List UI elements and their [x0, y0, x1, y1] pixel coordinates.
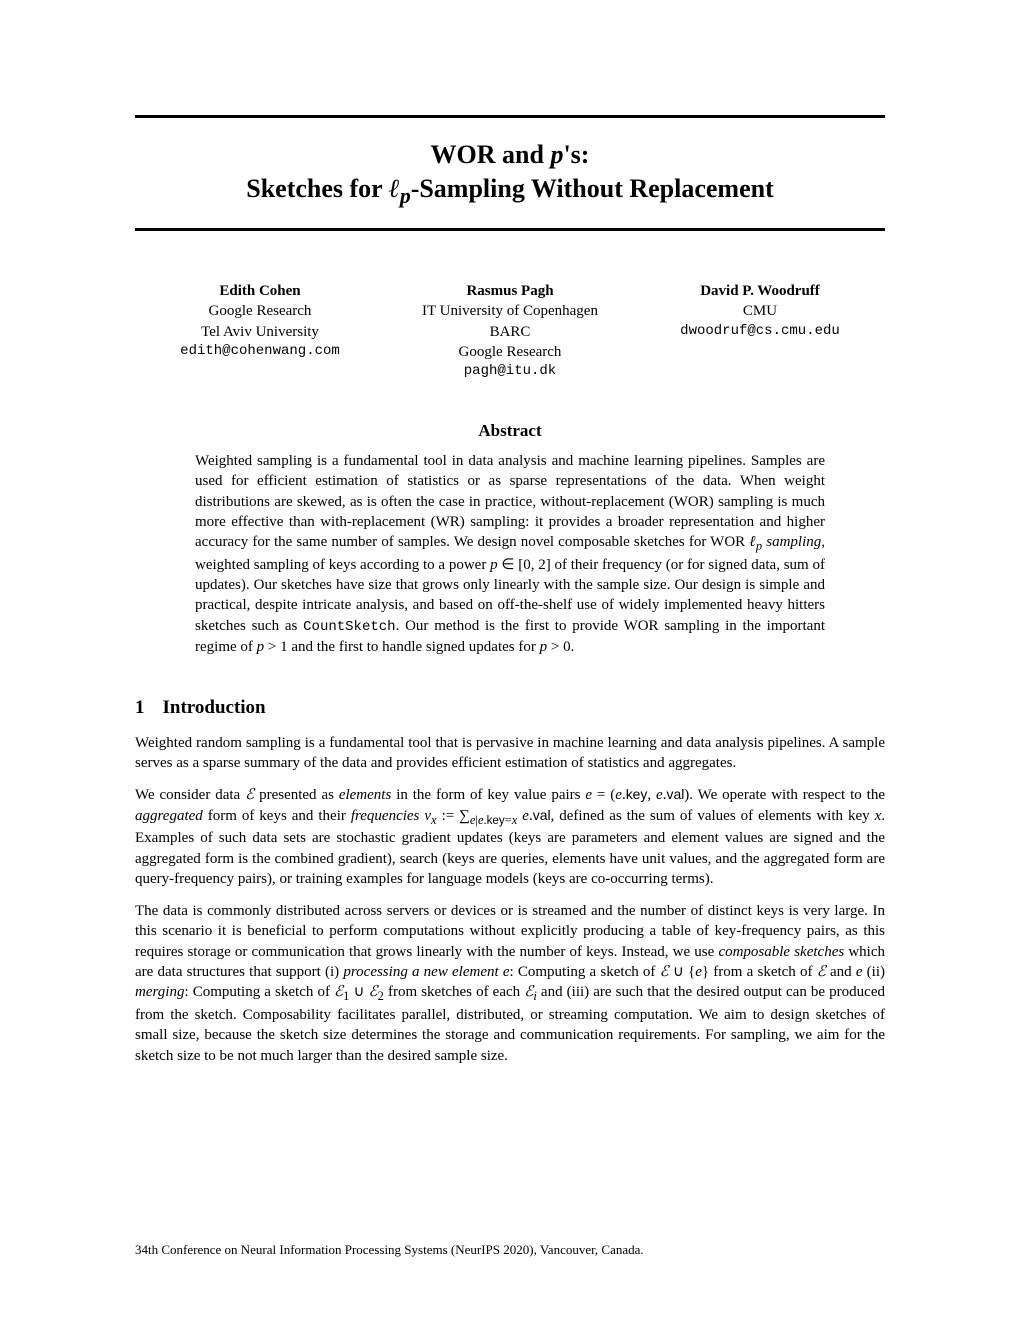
author-email: edith@cohenwang.com [135, 342, 385, 361]
title-block: WOR and p's: Sketches for ℓp-Sampling Wi… [135, 118, 885, 228]
author-col-2: David P. Woodruff CMU dwoodruf@cs.cmu.ed… [635, 281, 885, 381]
body-paragraph: We consider data ℰ presented as elements… [135, 785, 885, 889]
rule-bottom [135, 228, 885, 231]
body-paragraph: Weighted random sampling is a fundamenta… [135, 733, 885, 774]
section-number: 1 [135, 697, 145, 719]
author-email: pagh@itu.dk [385, 362, 635, 381]
author-col-0: Edith Cohen Google Research Tel Aviv Uni… [135, 281, 385, 381]
author-name: Edith Cohen [135, 281, 385, 301]
title-line-1: WOR and p's: [135, 138, 885, 172]
author-col-1: Rasmus Pagh IT University of Copenhagen … [385, 281, 635, 381]
author-email: dwoodruf@cs.cmu.edu [635, 322, 885, 341]
section-title: Introduction [163, 697, 266, 718]
author-name: Rasmus Pagh [385, 281, 635, 301]
author-affil: Tel Aviv University [135, 322, 385, 342]
venue-footer: 34th Conference on Neural Information Pr… [135, 1242, 644, 1258]
author-affil: Google Research [385, 342, 635, 362]
author-affil: CMU [635, 301, 885, 321]
author-affil: BARC [385, 322, 635, 342]
author-affil: Google Research [135, 301, 385, 321]
section-heading: 1 Introduction [135, 697, 885, 719]
title-line-2: Sketches for ℓp-Sampling Without Replace… [135, 172, 885, 210]
abstract-heading: Abstract [135, 421, 885, 441]
author-affil: IT University of Copenhagen [385, 301, 635, 321]
abstract-body: Weighted sampling is a fundamental tool … [195, 451, 825, 657]
author-name: David P. Woodruff [635, 281, 885, 301]
authors-row: Edith Cohen Google Research Tel Aviv Uni… [135, 281, 885, 381]
page: WOR and p's: Sketches for ℓp-Sampling Wi… [0, 0, 1020, 1320]
body-paragraph: The data is commonly distributed across … [135, 901, 885, 1066]
